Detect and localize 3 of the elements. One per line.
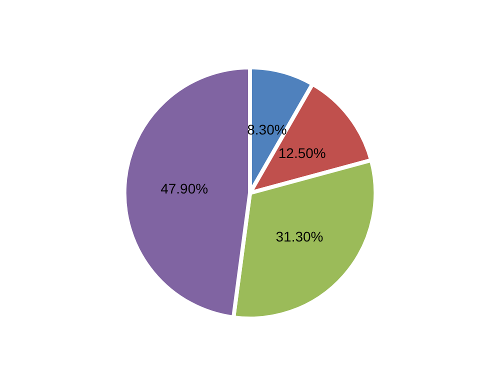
data-label: 47.90% xyxy=(160,180,208,197)
data-label: 12.50% xyxy=(278,144,326,161)
data-label: 31.30% xyxy=(276,228,324,244)
